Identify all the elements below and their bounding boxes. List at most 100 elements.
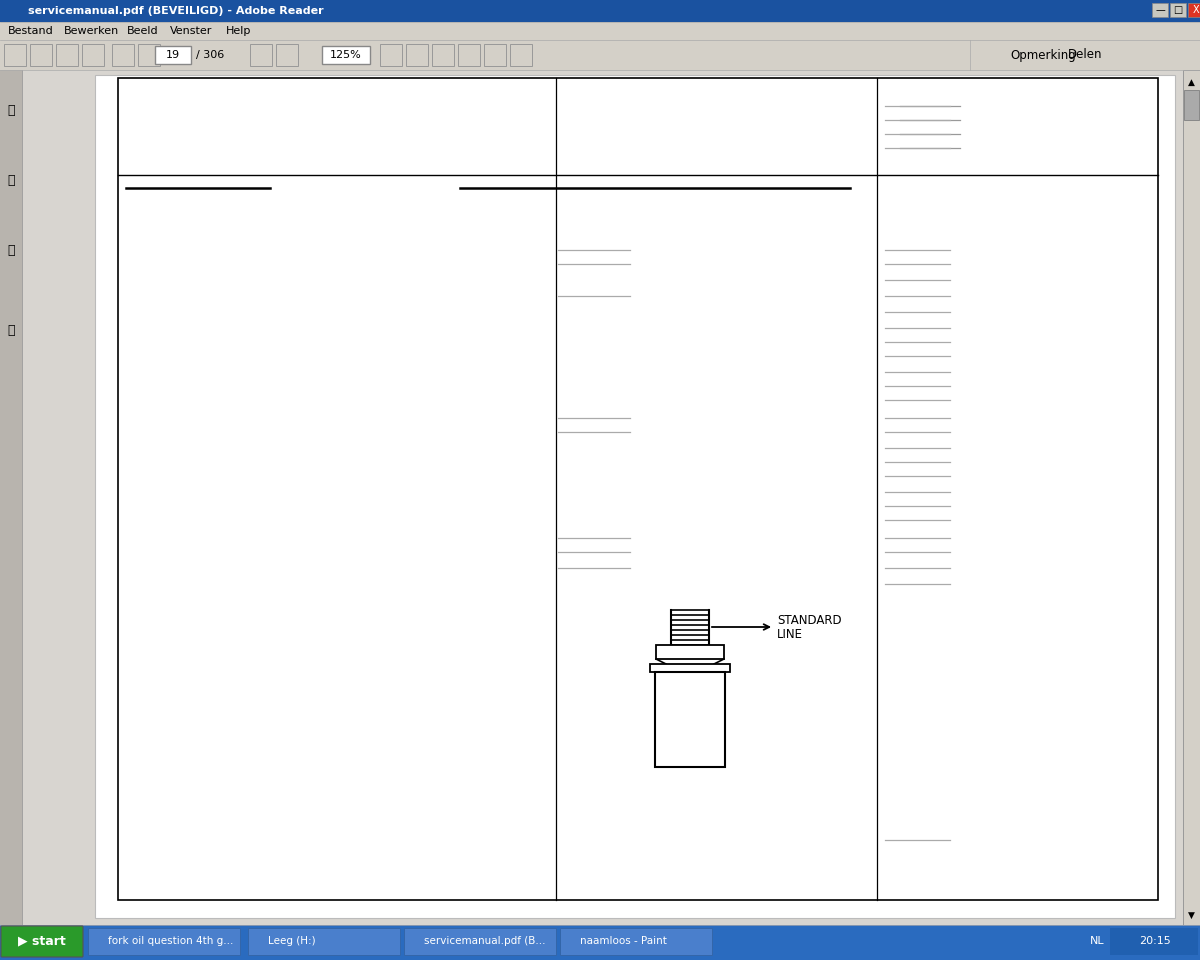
Text: 383 cc (13.0 US oz, 13.4 Imp oz): 383 cc (13.0 US oz, 13.4 Imp oz) xyxy=(564,443,750,453)
Bar xyxy=(112,44,134,66)
Text: / 306: / 306 xyxy=(196,50,224,60)
Text: 177 (6.97): 177 (6.97) xyxy=(564,395,624,405)
Text: ▼: ▼ xyxy=(1188,910,1194,920)
Bar xyxy=(1183,70,1200,925)
Text: 20:15: 20:15 xyxy=(1139,936,1171,946)
Bar xyxy=(118,78,1158,900)
Text: 386 cc (13.1 US oz, 13.5 Imp oz): 386 cc (13.1 US oz, 13.5 Imp oz) xyxy=(564,457,750,467)
Bar xyxy=(458,44,480,66)
Bar xyxy=(432,44,454,66)
Text: Venster: Venster xyxy=(170,26,212,36)
Text: '90—'93:: '90—'93: xyxy=(401,101,452,111)
Bar xyxy=(155,46,191,64)
Bar xyxy=(2,927,82,956)
Text: 394 cc (13.3 US oz, 13.8 Imp oz): 394 cc (13.3 US oz, 13.8 Imp oz) xyxy=(564,487,750,497)
Bar xyxy=(88,928,240,955)
Text: Bewerken: Bewerken xyxy=(64,26,119,36)
Text: (RK): (RK) xyxy=(126,129,193,139)
Text: 175 (6.89): 175 (6.89) xyxy=(564,323,624,333)
Text: Fork air pressure: Fork air pressure xyxy=(126,563,222,573)
Bar xyxy=(248,928,400,955)
Text: fork oil question 4th g...: fork oil question 4th g... xyxy=(108,936,233,946)
Bar xyxy=(250,44,272,66)
Text: 330.0 (13.0): 330.0 (13.0) xyxy=(886,227,955,237)
Text: (L): (L) xyxy=(126,427,192,437)
Text: (Canada type): (Canada type) xyxy=(126,487,251,497)
Bar xyxy=(650,664,730,672)
Bar xyxy=(82,44,104,66)
Bar xyxy=(1110,928,1198,955)
Text: ▲: ▲ xyxy=(1188,78,1194,86)
Text: 40 (1.6): 40 (1.6) xyxy=(886,85,930,95)
Text: After '93:: After '93: xyxy=(400,351,452,361)
Text: 0.2 (0.01): 0.2 (0.01) xyxy=(886,291,941,301)
Bar xyxy=(0,925,1200,960)
Text: Fork spring preload adjuster standard position (After ’91): Fork spring preload adjuster standard po… xyxy=(126,579,451,589)
Bar xyxy=(406,44,428,66)
Text: '92—'93:: '92—'93: xyxy=(401,337,452,347)
Text: 📄: 📄 xyxy=(7,174,14,186)
Text: Fork oil capacity (49 state/California type): Fork oil capacity (49 state/California t… xyxy=(126,443,366,453)
Text: servicemanual.pdf (BEVEILIGD) - Adobe Reader: servicemanual.pdf (BEVEILIGD) - Adobe Re… xyxy=(28,6,324,16)
Text: Beeld: Beeld xyxy=(126,26,158,36)
Bar xyxy=(95,75,1175,918)
Text: '92—'93:: '92—'93: xyxy=(401,381,452,391)
FancyBboxPatch shape xyxy=(1,926,83,957)
Text: 427.1 (16.81): 427.1 (16.81) xyxy=(564,213,641,223)
Text: 0.1−0.15 kg: 0.1−0.15 kg xyxy=(564,835,635,845)
Text: 177 (6.97): 177 (6.97) xyxy=(564,351,624,361)
Bar xyxy=(510,44,532,66)
Text: 🔒: 🔒 xyxy=(7,104,14,116)
Text: Leeg (H:): Leeg (H:) xyxy=(268,936,316,946)
Bar xyxy=(0,0,1200,22)
Bar xyxy=(655,672,725,767)
Text: '90—'91:: '90—'91: xyxy=(401,487,452,497)
Text: naamloos - Paint: naamloos - Paint xyxy=(580,936,667,946)
Bar xyxy=(656,645,724,659)
Text: Front suspension: Front suspension xyxy=(274,181,394,195)
Bar xyxy=(1170,3,1186,17)
Text: B: B xyxy=(126,259,224,269)
Bar xyxy=(56,44,78,66)
Text: 178 (7.01): 178 (7.01) xyxy=(564,381,624,391)
Text: After '93:: After '93: xyxy=(400,471,452,481)
Bar xyxy=(404,928,556,955)
Text: '90—'91:: '90—'91: xyxy=(401,199,452,209)
Text: Front spring free length: Front spring free length xyxy=(126,199,260,209)
Text: servicemanual.pdf (B...: servicemanual.pdf (B... xyxy=(424,936,546,946)
Bar xyxy=(138,44,160,66)
Text: Delen: Delen xyxy=(1068,49,1103,61)
Text: Pro Honda Suspension Fluid SS-7: Pro Honda Suspension Fluid SS-7 xyxy=(564,307,752,317)
Text: '90—'91:: '90—'91: xyxy=(401,443,452,453)
Text: After '93:: After '93: xyxy=(400,143,452,153)
Text: X: X xyxy=(1193,5,1199,15)
Text: 💬: 💬 xyxy=(7,324,14,337)
Bar xyxy=(1184,90,1199,120)
Text: Drive chain slack: Drive chain slack xyxy=(126,85,223,95)
Text: Steering bearing preload: Steering bearing preload xyxy=(126,835,269,845)
Text: 19: 19 xyxy=(166,50,180,60)
Text: DID50V4-122: DID50V4-122 xyxy=(564,115,640,125)
Text: '92—'93:: '92—'93: xyxy=(401,457,452,467)
Text: After '93:: After '93: xyxy=(400,227,452,237)
Text: □: □ xyxy=(1174,5,1183,15)
Text: After '93:: After '93: xyxy=(400,115,452,125)
Text: (L): (L) xyxy=(126,547,206,557)
Text: Tightly wound coil end facing down: Tightly wound coil end facing down xyxy=(564,275,766,285)
Text: Fork oil level (R): Fork oil level (R) xyxy=(126,413,218,423)
Text: After '93:: After '93: xyxy=(400,395,452,405)
Text: Recommended fork oil: Recommended fork oil xyxy=(126,307,254,317)
Bar xyxy=(1188,3,1200,17)
Text: After '93:: After '93: xyxy=(400,515,452,525)
Bar xyxy=(484,44,506,66)
Text: 178 (7.01): 178 (7.01) xyxy=(564,337,624,347)
Text: —: — xyxy=(1156,5,1165,15)
Text: (Canada type): (Canada type) xyxy=(126,367,251,377)
Text: RK50HFO-122: RK50HFO-122 xyxy=(564,129,643,139)
Bar xyxy=(30,44,52,66)
Text: Fork oil level (49 state/California type): Fork oil level (49 state/California type… xyxy=(126,323,346,333)
Text: 412 cc (13.9 US oz, 14.5 Imp oz): 412 cc (13.9 US oz, 14.5 Imp oz) xyxy=(564,471,750,481)
Text: 340.2 (13.39): 340.2 (13.39) xyxy=(564,227,642,237)
Text: 412 cc (13.9 US oz, 14.5 Imp oz): 412 cc (13.9 US oz, 14.5 Imp oz) xyxy=(564,515,750,525)
Text: NL: NL xyxy=(1090,936,1105,946)
